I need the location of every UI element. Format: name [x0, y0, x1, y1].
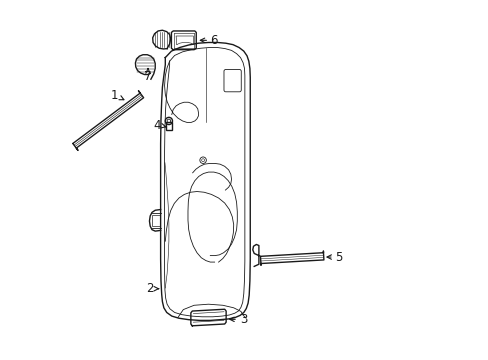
Bar: [152, 215, 160, 226]
Text: 5: 5: [334, 251, 342, 264]
Bar: [166, 122, 171, 130]
Text: 3: 3: [239, 313, 246, 326]
Text: 7: 7: [144, 70, 151, 83]
Text: 1: 1: [111, 89, 119, 102]
Text: 2: 2: [146, 282, 153, 295]
Text: 4: 4: [153, 119, 161, 132]
Text: 6: 6: [210, 34, 218, 47]
